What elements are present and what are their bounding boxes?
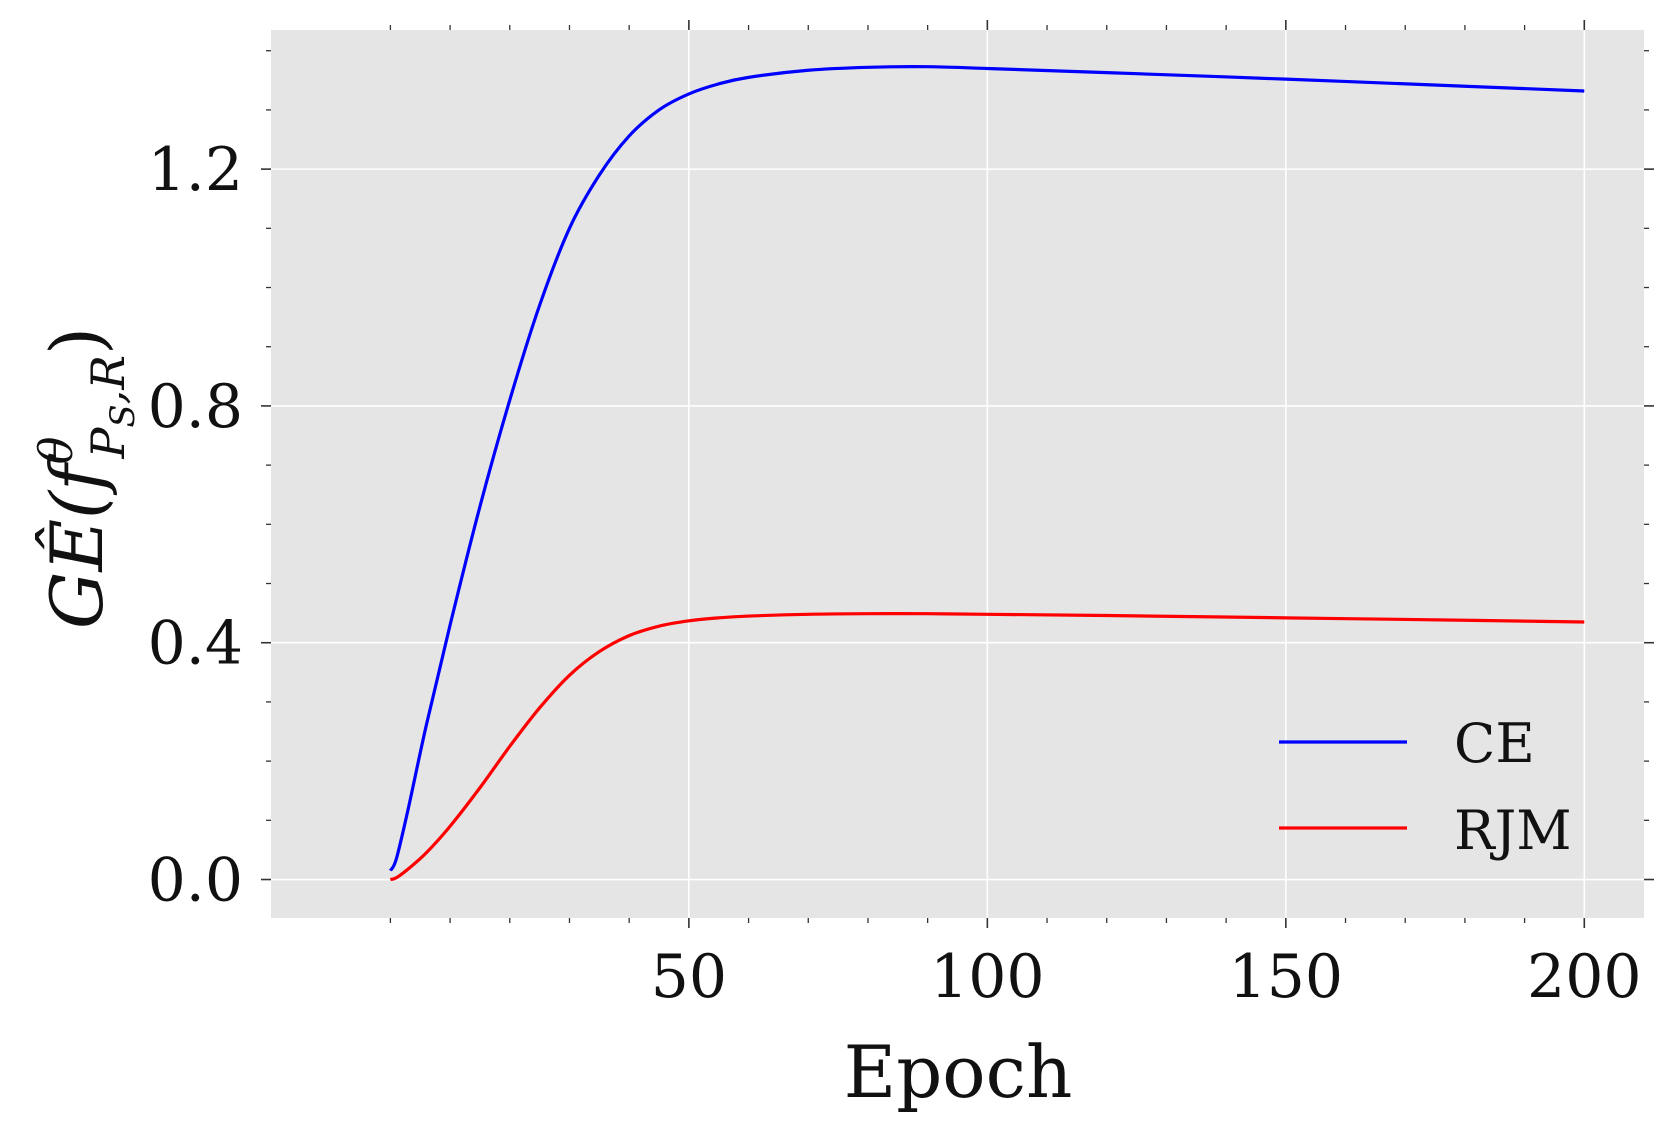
series-line-ce [388, 65, 1585, 872]
y-tick-label: 0.4 [148, 609, 243, 679]
series-lines [388, 65, 1585, 882]
x-tick-label: 150 [1229, 942, 1344, 1012]
legend-label-rjm: RJM [1454, 799, 1572, 862]
svg-text:GÊ(fθPS,R): GÊ(fθPS,R) [29, 327, 143, 629]
axis-ticks [261, 20, 1654, 928]
x-axis-label: Epoch [844, 1030, 1073, 1114]
y-axis-label-sub-tail: ,R [81, 355, 135, 404]
y-axis-label-sub: P [81, 427, 135, 460]
y-axis-label-sup: θ [29, 437, 83, 465]
y-tick-labels: 0.0 0.4 0.8 1.2 [148, 135, 243, 915]
legend-label-ce: CE [1454, 712, 1535, 775]
y-axis-label-subsub: S [103, 404, 143, 427]
x-grid-lines [688, 30, 1586, 918]
y-axis-label-main: GÊ(f [34, 453, 119, 629]
y-axis-label: GÊ(fθPS,R) [29, 327, 143, 629]
y-tick-label: 0.8 [148, 372, 243, 442]
x-tick-label: 100 [930, 942, 1045, 1012]
legend: CE RJM [1279, 712, 1572, 862]
plot-background [271, 30, 1644, 918]
x-tick-label: 50 [651, 942, 727, 1012]
y-axis-label-close: ) [35, 327, 119, 355]
y-tick-label: 0.0 [148, 846, 243, 916]
series-line-rjm [389, 612, 1585, 882]
x-tick-label: 200 [1527, 942, 1642, 1012]
y-grid-lines [271, 168, 1644, 881]
y-tick-label: 1.2 [148, 135, 243, 205]
x-tick-labels: 50 100 150 200 [651, 942, 1642, 1012]
